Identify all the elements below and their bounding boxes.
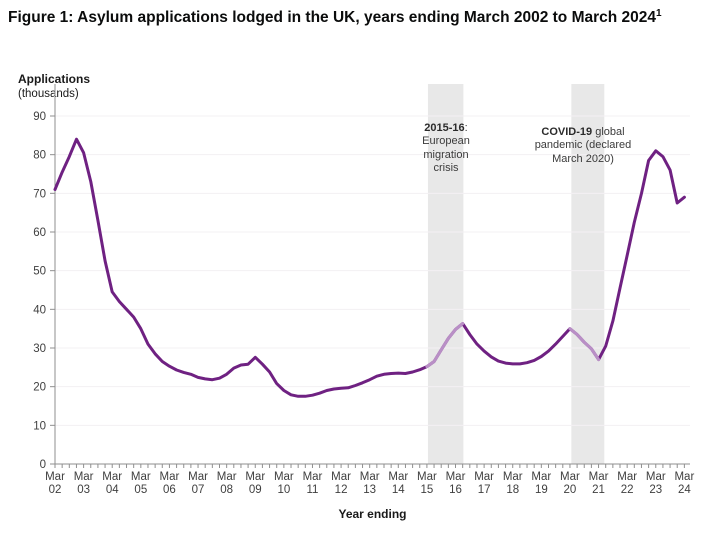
y-tick-label: 50 (33, 266, 46, 278)
x-tick-label: Mar 24 (674, 471, 694, 496)
x-tick-label: Mar 10 (274, 471, 294, 496)
x-tick-label: Mar 17 (474, 471, 494, 496)
annotation-covid-bold: COVID-19 (541, 126, 593, 138)
x-tick-label: Mar 22 (617, 471, 637, 496)
annotation-covid: COVID-19 global pandemic (declared March… (529, 126, 637, 166)
y-tick-label: 90 (33, 111, 46, 123)
x-tick-label: Mar 04 (102, 471, 122, 496)
y-axis-label: Applications (18, 72, 91, 86)
y-tick-label: 0 (40, 459, 46, 471)
x-tick-label: Mar 08 (217, 471, 237, 496)
y-tick-label: 80 (33, 150, 46, 162)
x-tick-label: Mar 09 (245, 471, 265, 496)
x-tick-label: Mar 19 (531, 471, 551, 496)
annotation-covid-rest: global pandemic (declared March 2020) (534, 126, 632, 165)
x-tick-label: Mar 16 (446, 471, 466, 496)
x-tick-label: Mar 03 (74, 471, 94, 496)
annotation-migration-crisis: 2015-16: European migration crisis (413, 122, 479, 176)
x-tick-label: Mar 05 (131, 471, 151, 496)
y-tick-label: 40 (33, 304, 46, 316)
y-tick-label: 60 (33, 227, 46, 239)
annotation-migration-crisis-rest: : European migration crisis (422, 122, 470, 175)
x-tick-label: Mar 21 (589, 471, 609, 496)
chart-line-highlight-1 (425, 322, 465, 369)
shaded-band-2 (571, 84, 605, 464)
x-axis-title: Year ending (338, 507, 407, 521)
y-axis-sublabel: (thousands) (18, 88, 79, 100)
y-tick-label: 20 (33, 382, 46, 394)
x-tick-label: Mar 15 (417, 471, 437, 496)
y-tick-label: 70 (33, 188, 46, 200)
x-tick-label: Mar 14 (388, 471, 408, 496)
x-tick-label: Mar 23 (646, 471, 666, 496)
figure-title-text: Figure 1: Asylum applications lodged in … (8, 9, 657, 27)
x-tick-label: Mar 02 (45, 471, 65, 496)
x-tick-label: Mar 13 (360, 471, 380, 496)
x-tick-label: Mar 06 (160, 471, 180, 496)
figure-title: Figure 1: Asylum applications lodged in … (8, 6, 692, 30)
y-tick-label: 10 (33, 420, 46, 432)
x-tick-label: Mar 20 (560, 471, 580, 496)
y-axis-title: Applications (thousands) (18, 72, 90, 101)
x-tick-label: Mar 12 (331, 471, 351, 496)
x-tick-label: Mar 18 (503, 471, 523, 496)
x-tick-label: Mar 11 (303, 471, 323, 496)
x-tick-label: Mar 07 (188, 471, 208, 496)
shaded-band-1 (427, 84, 464, 464)
y-tick-label: 30 (33, 343, 46, 355)
footnote-marker: 1 (656, 8, 662, 19)
chart-line-highlight-2 (568, 327, 601, 362)
annotation-migration-crisis-bold: 2015-16 (424, 122, 465, 134)
